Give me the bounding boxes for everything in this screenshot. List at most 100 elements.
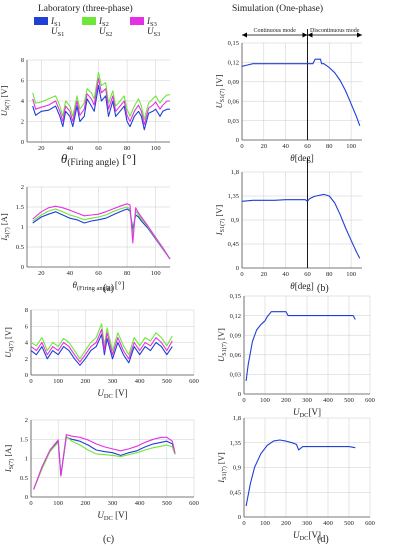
x-tick-label: 100 bbox=[151, 145, 161, 152]
legend-swatch-3 bbox=[130, 17, 144, 25]
y-axis-label: IS1(7) [V] bbox=[216, 452, 228, 484]
series-line-2 bbox=[32, 206, 171, 260]
x-tick-label: 0 bbox=[29, 378, 32, 385]
y-axis-label: US1(7) [V] bbox=[216, 328, 228, 362]
x-tick-label: 0 bbox=[242, 520, 245, 527]
y-tick-label: 0,15 bbox=[230, 293, 241, 300]
y-tick-label: 0.5 bbox=[16, 244, 24, 251]
chart-lab_voltage_angle: 20 40 60 80 100 0 2 4 6 8 bbox=[21, 57, 170, 152]
series-line-3 bbox=[32, 203, 171, 260]
y-tick-label: 0,45 bbox=[230, 489, 241, 496]
x-tick-label: 400 bbox=[323, 520, 333, 527]
y-axis-label: IS(7) [A] bbox=[0, 213, 11, 241]
x-tick-label: 200 bbox=[80, 378, 90, 385]
y-tick-label: 0,09 bbox=[228, 79, 239, 86]
x-tick-label: 500 bbox=[162, 378, 172, 385]
left-header: Laboratory (three-phase) bbox=[38, 4, 133, 14]
x-tick-label: 60 bbox=[304, 271, 311, 278]
series-line-1 bbox=[241, 193, 361, 259]
x-tick-label: 60 bbox=[95, 145, 102, 152]
y-tick-label: 1,35 bbox=[228, 193, 239, 200]
series-line-3 bbox=[30, 328, 173, 363]
x-tick-label: 100 bbox=[346, 271, 356, 278]
x-tick-label: 20 bbox=[38, 270, 45, 277]
caption-b: (b) bbox=[317, 283, 329, 294]
y-tick-label: 0,06 bbox=[230, 352, 242, 359]
y-axis-label: US1(7) [V] bbox=[214, 75, 226, 109]
x-axis-label: UDC[V] bbox=[293, 530, 321, 542]
y-tick-label: 1,8 bbox=[231, 169, 239, 176]
y-tick-label: 0 bbox=[21, 139, 24, 146]
legend-swatch-1 bbox=[34, 17, 48, 25]
caption-c: (c) bbox=[103, 534, 115, 545]
x-tick-label: 200 bbox=[281, 520, 291, 527]
chart-lab_current_udc: 0 100 200 300 400 500 600 0 0.5 1 1.5 2 bbox=[20, 417, 199, 507]
y-tick-label: 0,15 bbox=[228, 40, 239, 47]
y-axis-label: IS1(7) [V] bbox=[214, 205, 226, 237]
x-axis-label: θ(Firing angle) [°] bbox=[72, 280, 124, 292]
x-axis-label: UDC[V] bbox=[293, 407, 321, 419]
series-line-2 bbox=[30, 323, 173, 360]
x-tick-label: 60 bbox=[95, 270, 102, 277]
series-line-1 bbox=[30, 333, 173, 366]
y-tick-label: 4 bbox=[21, 98, 25, 105]
x-tick-label: 40 bbox=[282, 271, 289, 278]
x-tick-label: 80 bbox=[124, 145, 131, 152]
x-tick-label: 40 bbox=[67, 270, 74, 277]
x-tick-label: 600 bbox=[189, 500, 199, 507]
legend-label-4: US1 bbox=[51, 26, 64, 38]
series-line-1 bbox=[245, 311, 356, 381]
x-tick-label: 300 bbox=[108, 378, 118, 385]
y-tick-label: 0,03 bbox=[228, 118, 239, 125]
y-tick-label: 8 bbox=[25, 307, 28, 314]
caption-d: (d) bbox=[317, 534, 329, 545]
x-tick-label: 80 bbox=[326, 271, 333, 278]
continuous-mode-label: Continuous mode bbox=[253, 28, 296, 34]
x-tick-label: 600 bbox=[365, 397, 375, 404]
series-line-2 bbox=[32, 71, 170, 121]
x-tick-label: 300 bbox=[302, 520, 312, 527]
y-tick-label: 6 bbox=[21, 78, 25, 85]
arrow-head-left bbox=[242, 32, 247, 38]
y-tick-label: 0 bbox=[25, 494, 28, 501]
x-tick-label: 200 bbox=[281, 397, 291, 404]
y-axis-label: US(7) [V] bbox=[3, 327, 15, 358]
x-tick-label: 100 bbox=[151, 270, 161, 277]
y-tick-label: 0 bbox=[236, 137, 239, 144]
y-tick-label: 2 bbox=[21, 184, 24, 191]
legend-swatch-2 bbox=[82, 17, 96, 25]
series-line-3 bbox=[33, 434, 176, 490]
legend-label-6: US3 bbox=[147, 26, 160, 38]
y-axis-label: US(7) [V] bbox=[0, 86, 11, 117]
y-tick-label: 6 bbox=[25, 323, 29, 330]
x-axis-label: θ[deg] bbox=[290, 153, 313, 163]
legend-label-2: IS2 bbox=[98, 16, 109, 28]
y-tick-label: 0 bbox=[238, 514, 241, 521]
arrow-head-mid-right bbox=[307, 32, 313, 38]
y-tick-label: 2 bbox=[25, 417, 28, 424]
y-tick-label: 0,03 bbox=[230, 372, 241, 379]
x-tick-label: 80 bbox=[124, 270, 131, 277]
x-tick-label: 40 bbox=[282, 143, 289, 150]
y-tick-label: 1.5 bbox=[16, 204, 24, 211]
x-tick-label: 200 bbox=[80, 500, 90, 507]
x-tick-label: 100 bbox=[260, 397, 270, 404]
y-tick-label: 1 bbox=[21, 224, 24, 231]
x-tick-label: 80 bbox=[326, 143, 333, 150]
y-tick-label: 0 bbox=[236, 265, 239, 272]
x-axis-label: UDC [V] bbox=[97, 388, 127, 400]
x-tick-label: 20 bbox=[38, 145, 45, 152]
y-tick-label: 0,12 bbox=[228, 60, 239, 67]
series-line-3 bbox=[32, 77, 170, 126]
y-tick-label: 1,8 bbox=[233, 415, 241, 422]
x-tick-label: 0 bbox=[29, 500, 32, 507]
y-tick-label: 1 bbox=[25, 456, 28, 463]
x-tick-label: 0 bbox=[240, 271, 243, 278]
y-tick-label: 0 bbox=[238, 391, 241, 398]
chart-sim_current_udc: 0 100 200 300 400 500 600 0 0,45 0,9 1,35 1,8 bbox=[230, 415, 375, 527]
chart-sim_current_angle: 0 20 40 60 80 100 0 0,45 0,9 1,35 1,8 bbox=[228, 158, 362, 278]
series-line-1 bbox=[32, 85, 170, 131]
x-tick-label: 20 bbox=[261, 271, 268, 278]
x-tick-label: 600 bbox=[365, 520, 375, 527]
